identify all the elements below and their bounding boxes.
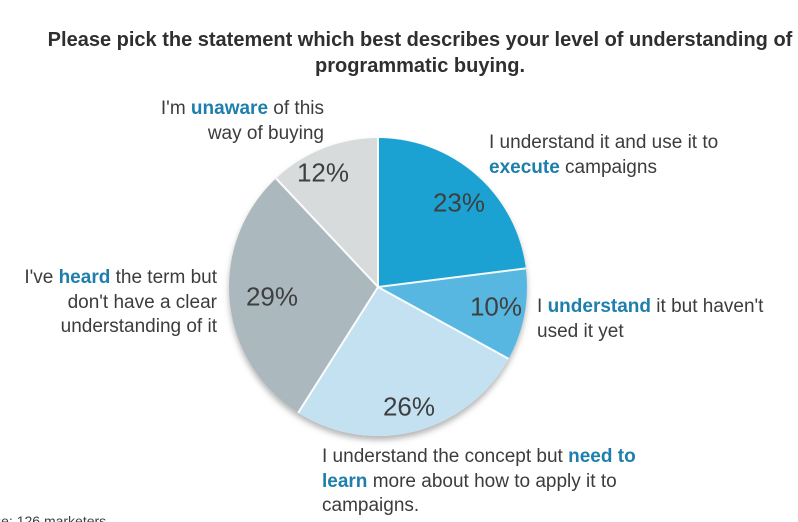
- slice-value-label-unaware: 12%: [296, 157, 350, 188]
- slice-divider-line: [377, 138, 379, 287]
- slice-value-label-understand: 10%: [469, 291, 523, 322]
- slice-callout-understand: I understand it but haven't used it yet: [537, 296, 764, 342]
- chart-title: Please pick the statement which best des…: [47, 29, 793, 77]
- slice-callout-heard: I've heard the term but don't have a cle…: [24, 267, 217, 338]
- slice-callout-execute: I understand it and use it to execute ca…: [489, 132, 719, 178]
- slice-value-label-learn: 26%: [382, 391, 436, 422]
- slice-value-label-execute: 23%: [432, 187, 486, 218]
- slice-callout-unaware: I'm unaware of this way of buying: [160, 98, 324, 144]
- slice-callout-learn: I understand the concept but need to lea…: [322, 446, 636, 517]
- slice-value-label-heard: 29%: [245, 281, 299, 312]
- base-note: Base: 126 marketers: [0, 513, 107, 522]
